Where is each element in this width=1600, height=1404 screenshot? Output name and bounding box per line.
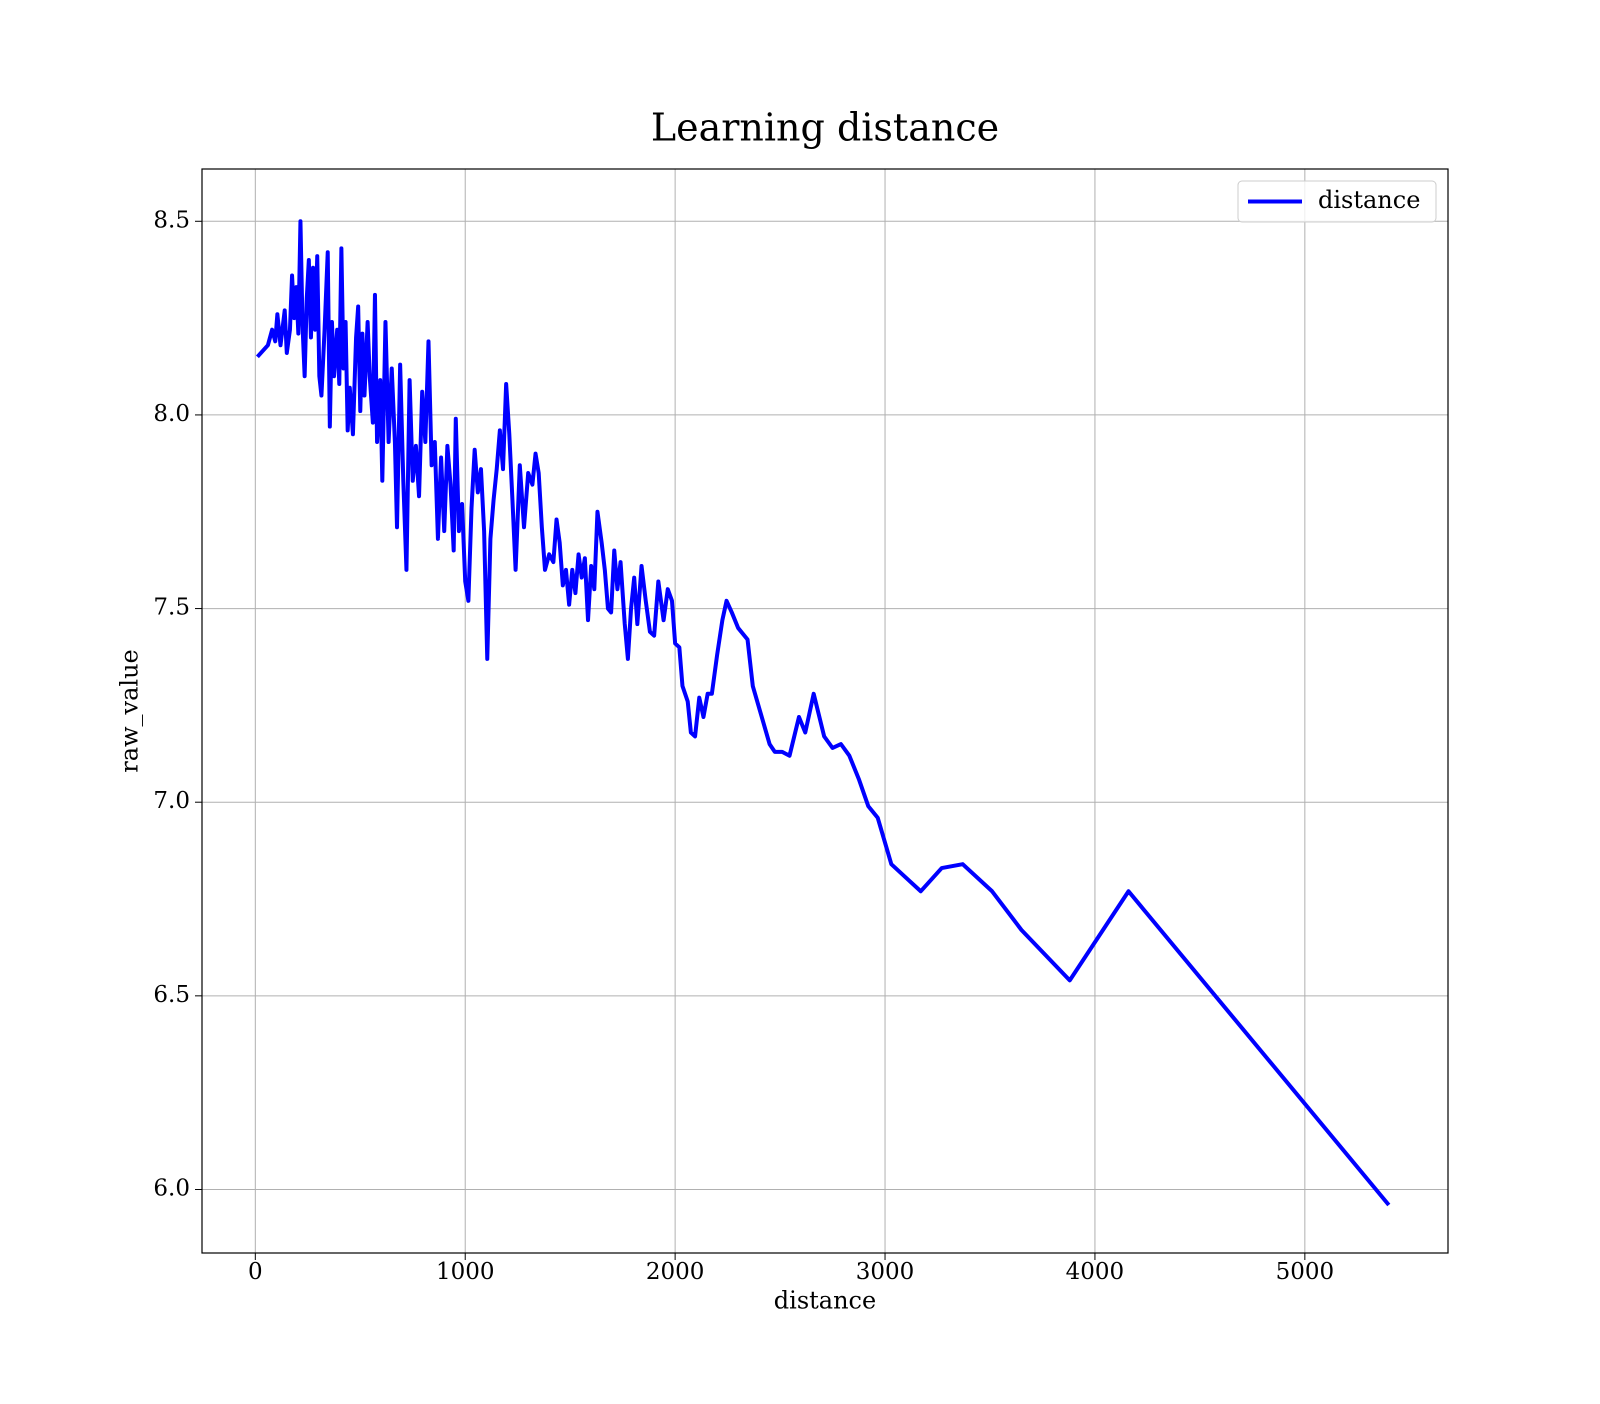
data-line bbox=[255, 219, 1391, 1207]
y-tick-label: 8.5 bbox=[153, 207, 190, 233]
y-tick-label: 6.5 bbox=[153, 982, 190, 1008]
y-tick-label: 6.0 bbox=[153, 1175, 190, 1201]
y-axis-label: raw_value bbox=[116, 649, 144, 773]
x-tick-label: 3000 bbox=[856, 1259, 915, 1285]
chart-title: Learning distance bbox=[651, 106, 999, 150]
y-tick-label: 7.5 bbox=[153, 595, 190, 621]
y-tick-label: 8.0 bbox=[153, 401, 190, 427]
x-tick-label: 5000 bbox=[1276, 1259, 1335, 1285]
legend-label: distance bbox=[1318, 186, 1420, 214]
x-axis-label: distance bbox=[774, 1287, 876, 1315]
x-tick-label: 1000 bbox=[436, 1259, 495, 1285]
plot-frame bbox=[201, 168, 1449, 1254]
legend-box bbox=[1237, 180, 1437, 223]
x-tick-label: 2000 bbox=[646, 1259, 705, 1285]
x-tick-label: 4000 bbox=[1066, 1259, 1125, 1285]
x-tick-label: 0 bbox=[248, 1259, 263, 1285]
legend: distance bbox=[1237, 180, 1437, 223]
y-tick-label: 7.0 bbox=[153, 788, 190, 814]
